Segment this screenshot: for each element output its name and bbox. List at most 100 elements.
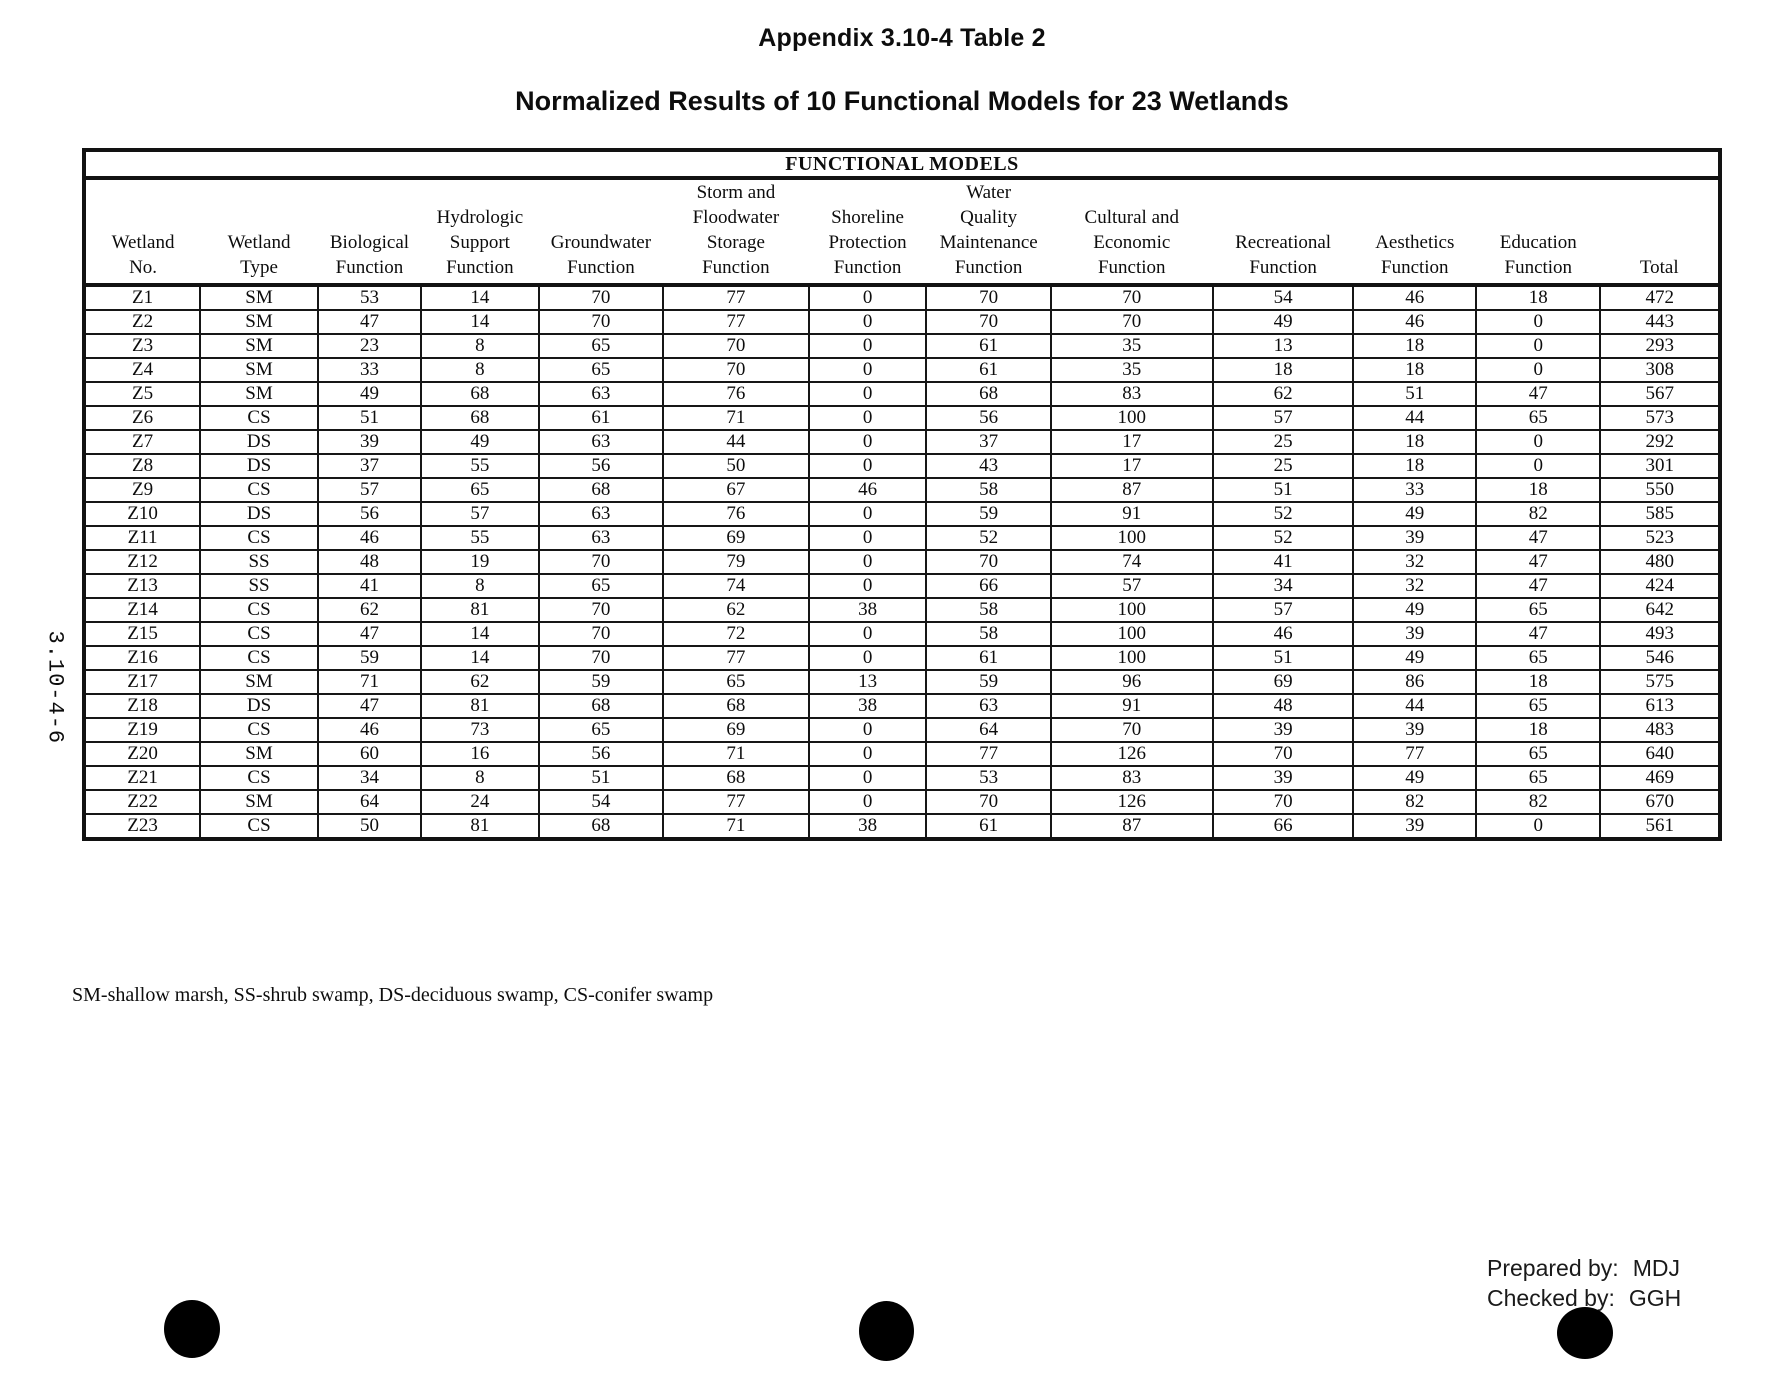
value-cell: 46 xyxy=(1352,284,1478,311)
value-cell: 61 xyxy=(925,813,1052,840)
hole-punch-mark-center xyxy=(859,1301,914,1361)
value-cell: 70 xyxy=(537,309,665,335)
value-cell: 126 xyxy=(1049,789,1214,815)
table-row: Z22 SM 64 24 54 77 0 70 126 70 82 82 670 xyxy=(82,789,1721,815)
wetland-type-cell: DS xyxy=(199,429,319,455)
value-cell: 37 xyxy=(316,453,422,479)
value-cell: 60 xyxy=(316,741,422,767)
wetland-no-cell: Z14 xyxy=(82,597,202,623)
value-cell: 50 xyxy=(662,453,810,479)
value-cell: 39 xyxy=(1211,765,1355,791)
table-row: Z18 DS 47 81 68 68 38 63 91 48 44 65 613 xyxy=(82,693,1721,719)
value-cell: 32 xyxy=(1352,549,1478,575)
wetland-type-cell: CS xyxy=(199,477,319,503)
value-cell: 70 xyxy=(662,333,810,359)
checked-by-value: GGH xyxy=(1628,1285,1682,1311)
value-cell: 47 xyxy=(1475,381,1602,407)
value-cell: 58 xyxy=(925,477,1052,503)
table-row: Z8 DS 37 55 56 50 0 43 17 25 18 0 301 xyxy=(82,453,1721,479)
value-cell: 0 xyxy=(807,405,928,431)
value-cell: 65 xyxy=(537,573,665,599)
value-cell: 13 xyxy=(807,669,928,695)
value-cell: 47 xyxy=(316,693,422,719)
value-cell: 68 xyxy=(925,381,1052,407)
total-cell: 424 xyxy=(1599,573,1721,599)
table-row: Z3 SM 23 8 65 70 0 61 35 13 18 0 293 xyxy=(82,333,1721,359)
value-cell: 63 xyxy=(537,429,665,455)
value-cell: 13 xyxy=(1211,333,1355,359)
value-cell: 8 xyxy=(419,573,540,599)
value-cell: 65 xyxy=(1475,765,1602,791)
column-header: Total xyxy=(1600,178,1720,287)
value-cell: 81 xyxy=(419,693,540,719)
value-cell: 18 xyxy=(1475,477,1602,503)
wetland-type-cell: SM xyxy=(199,333,319,359)
value-cell: 65 xyxy=(662,669,810,695)
value-cell: 64 xyxy=(925,717,1052,743)
value-cell: 25 xyxy=(1211,429,1355,455)
value-cell: 65 xyxy=(1475,597,1602,623)
value-cell: 52 xyxy=(925,525,1052,551)
column-header: Water Quality Maintenance Function xyxy=(926,178,1051,287)
value-cell: 63 xyxy=(537,501,665,527)
value-cell: 49 xyxy=(1352,597,1478,623)
value-cell: 47 xyxy=(1475,621,1602,647)
value-cell: 18 xyxy=(1352,453,1478,479)
value-cell: 69 xyxy=(1211,669,1355,695)
value-cell: 61 xyxy=(537,405,665,431)
value-cell: 100 xyxy=(1049,621,1214,647)
wetland-type-cell: SS xyxy=(199,573,319,599)
value-cell: 50 xyxy=(316,813,422,840)
wetland-no-cell: Z11 xyxy=(82,525,202,551)
value-cell: 33 xyxy=(316,357,422,383)
value-cell: 70 xyxy=(537,597,665,623)
total-cell: 585 xyxy=(1599,501,1721,527)
value-cell: 57 xyxy=(1211,405,1355,431)
value-cell: 59 xyxy=(925,669,1052,695)
value-cell: 0 xyxy=(807,549,928,575)
value-cell: 86 xyxy=(1352,669,1478,695)
value-cell: 70 xyxy=(1211,741,1355,767)
value-cell: 64 xyxy=(316,789,422,815)
wetland-no-cell: Z19 xyxy=(82,717,202,743)
value-cell: 49 xyxy=(1352,645,1478,671)
wetland-type-cell: DS xyxy=(199,501,319,527)
value-cell: 18 xyxy=(1211,357,1355,383)
table-row: Z1 SM 53 14 70 77 0 70 70 54 46 18 472 xyxy=(82,284,1721,311)
column-header: Shoreline Protection Function xyxy=(808,178,927,287)
value-cell: 62 xyxy=(662,597,810,623)
table-row: Z10 DS 56 57 63 76 0 59 91 52 49 82 585 xyxy=(82,501,1721,527)
value-cell: 0 xyxy=(1475,453,1602,479)
total-cell: 443 xyxy=(1599,309,1721,335)
value-cell: 66 xyxy=(1211,813,1355,840)
wetland-type-cell: SM xyxy=(199,309,319,335)
value-cell: 65 xyxy=(537,717,665,743)
value-cell: 39 xyxy=(1211,717,1355,743)
column-header: Groundwater Function xyxy=(538,178,664,287)
value-cell: 59 xyxy=(925,501,1052,527)
value-cell: 56 xyxy=(925,405,1052,431)
value-cell: 83 xyxy=(1049,381,1214,407)
total-cell: 472 xyxy=(1599,284,1721,311)
value-cell: 0 xyxy=(807,525,928,551)
column-header: Cultural and Economic Function xyxy=(1050,178,1213,287)
banner-row: FUNCTIONAL MODELS xyxy=(84,150,1720,180)
total-cell: 575 xyxy=(1599,669,1721,695)
value-cell: 37 xyxy=(925,429,1052,455)
table-row: Z13 SS 41 8 65 74 0 66 57 34 32 47 424 xyxy=(82,573,1721,599)
total-cell: 469 xyxy=(1599,765,1721,791)
total-cell: 493 xyxy=(1599,621,1721,647)
table-row: Z16 CS 59 14 70 77 0 61 100 51 49 65 546 xyxy=(82,645,1721,671)
value-cell: 82 xyxy=(1475,501,1602,527)
wetland-type-cell: SM xyxy=(199,789,319,815)
wetland-type-cell: SM xyxy=(199,669,319,695)
value-cell: 65 xyxy=(1475,741,1602,767)
value-cell: 61 xyxy=(925,333,1052,359)
value-cell: 0 xyxy=(807,453,928,479)
wetland-no-cell: Z18 xyxy=(82,693,202,719)
value-cell: 68 xyxy=(419,381,540,407)
value-cell: 74 xyxy=(662,573,810,599)
wetland-type-cell: DS xyxy=(199,453,319,479)
value-cell: 57 xyxy=(316,477,422,503)
